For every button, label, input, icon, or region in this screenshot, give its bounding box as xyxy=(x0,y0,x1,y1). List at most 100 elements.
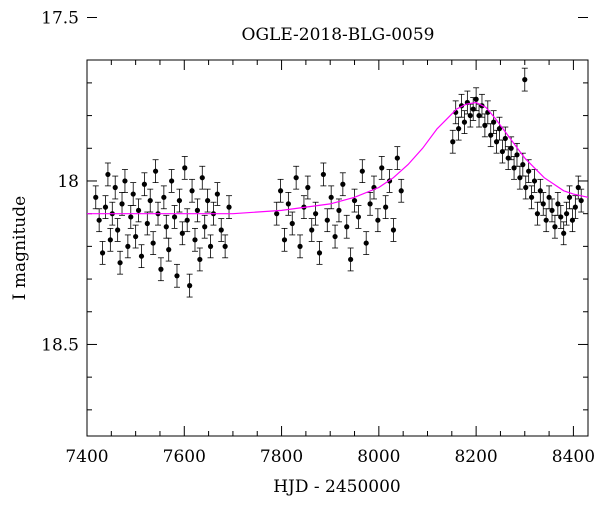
data-point xyxy=(125,243,131,249)
data-point xyxy=(150,240,156,246)
data-point xyxy=(505,155,511,161)
data-point xyxy=(383,204,389,210)
data-point xyxy=(340,181,346,187)
data-point xyxy=(363,240,369,246)
data-point xyxy=(285,201,291,207)
data-point xyxy=(514,152,520,158)
data-point xyxy=(578,197,584,204)
data-point xyxy=(289,220,295,227)
data-point xyxy=(144,220,150,227)
data-point xyxy=(398,188,404,194)
data-point xyxy=(531,178,538,184)
data-point xyxy=(555,201,561,207)
data-point xyxy=(107,237,113,243)
data-point xyxy=(96,217,102,223)
data-point xyxy=(105,171,111,178)
data-point xyxy=(552,224,558,230)
data-point xyxy=(161,194,167,200)
data-point xyxy=(450,139,456,145)
data-point xyxy=(320,171,326,178)
data-point xyxy=(470,106,476,112)
y-tick-label: 17.5 xyxy=(41,8,79,28)
data-point xyxy=(359,168,365,174)
data-point xyxy=(528,194,535,200)
data-point xyxy=(522,77,528,83)
data-point xyxy=(182,165,188,171)
data-point xyxy=(130,191,136,197)
data-point xyxy=(546,194,552,200)
data-point xyxy=(274,211,280,217)
y-tick-label: 18 xyxy=(57,172,79,192)
data-point xyxy=(207,243,214,249)
data-point xyxy=(194,207,201,213)
data-point xyxy=(174,273,180,279)
data-point xyxy=(171,214,178,220)
data-point xyxy=(138,253,145,259)
plot-frame xyxy=(86,59,589,437)
x-tick-label: 7800 xyxy=(260,447,303,467)
data-point xyxy=(476,112,482,119)
data-point xyxy=(534,211,541,217)
data-point xyxy=(293,175,299,181)
data-point xyxy=(467,112,473,119)
data-point xyxy=(523,184,529,191)
data-point xyxy=(169,178,175,184)
data-point xyxy=(179,230,185,236)
data-point xyxy=(390,227,397,233)
data-point xyxy=(375,217,381,223)
data-point xyxy=(491,119,497,125)
error-bars xyxy=(92,67,585,298)
x-tick-label: 8200 xyxy=(454,447,497,467)
data-point xyxy=(128,214,134,220)
data-point xyxy=(102,204,109,210)
data-point xyxy=(482,122,488,128)
data-point xyxy=(187,283,193,289)
data-point xyxy=(176,197,183,204)
chart-title: OGLE-2018-BLG-0059 xyxy=(242,25,435,45)
data-point xyxy=(192,237,198,243)
x-tick-label: 7600 xyxy=(163,447,206,467)
data-point xyxy=(93,194,99,200)
data-point xyxy=(558,214,564,220)
x-tick-label: 7400 xyxy=(65,447,108,467)
data-point xyxy=(152,168,159,174)
data-point xyxy=(543,217,549,223)
y-axis-label: I magnitude xyxy=(10,196,30,300)
data-point xyxy=(496,126,503,132)
data-point xyxy=(214,191,220,197)
data-point xyxy=(348,256,354,263)
data-point xyxy=(379,165,385,171)
data-point xyxy=(297,243,303,249)
data-point xyxy=(163,224,169,230)
data-point xyxy=(456,126,462,132)
data-point xyxy=(517,175,523,181)
x-tick-label: 8400 xyxy=(552,447,595,467)
data-point xyxy=(141,181,147,187)
data-point xyxy=(332,233,338,240)
x-tick-label: 8000 xyxy=(357,447,400,467)
data-point xyxy=(563,211,570,217)
data-point xyxy=(493,139,500,145)
data-point xyxy=(351,197,358,204)
data-point xyxy=(184,217,190,223)
data-point xyxy=(549,207,555,213)
data-point xyxy=(305,184,311,191)
data-point xyxy=(566,194,573,200)
data-point xyxy=(328,194,334,200)
data-point xyxy=(158,266,164,272)
data-point xyxy=(461,119,468,125)
data-point xyxy=(166,247,172,253)
data-point xyxy=(281,237,288,243)
data-point xyxy=(561,230,567,236)
data-point xyxy=(313,211,319,217)
data-point xyxy=(537,188,543,194)
data-point xyxy=(135,207,142,213)
data-point xyxy=(511,165,517,171)
data-point xyxy=(336,207,342,213)
data-point xyxy=(226,204,232,210)
data-point xyxy=(355,214,362,220)
data-point xyxy=(218,227,224,233)
data-point xyxy=(488,132,494,138)
data-point xyxy=(502,135,508,142)
data-point xyxy=(147,197,153,204)
